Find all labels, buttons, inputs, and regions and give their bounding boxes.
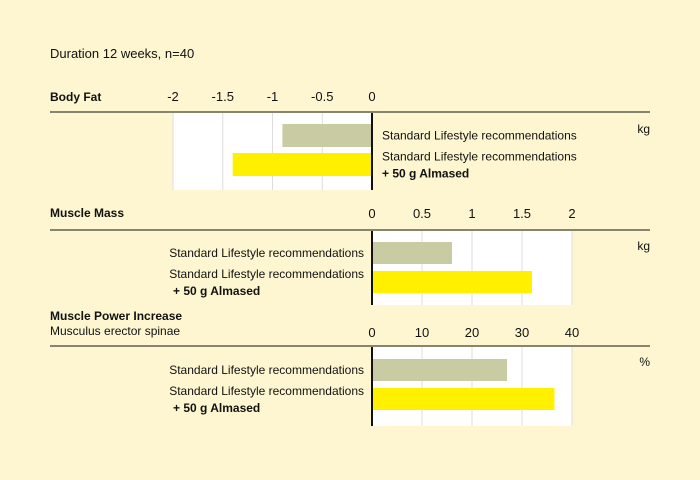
tick-label: 30 xyxy=(515,325,529,340)
category-label: Standard Lifestyle recommendations xyxy=(169,384,364,398)
tick-label: 0 xyxy=(368,206,375,221)
tick-label: 0.5 xyxy=(413,206,431,221)
tick-label: 1.5 xyxy=(513,206,531,221)
chart-title: Body Fat xyxy=(50,90,101,104)
unit-label: kg xyxy=(637,122,650,136)
unit-label: kg xyxy=(637,239,650,253)
tick-label: 2 xyxy=(568,206,575,221)
tick-label: -1.5 xyxy=(212,89,234,104)
bar-standard xyxy=(372,242,452,264)
bar-almased xyxy=(232,153,372,176)
category-label: Standard Lifestyle recommendations xyxy=(382,150,577,164)
category-label: Standard Lifestyle recommendations xyxy=(169,246,364,260)
tick-label: 0 xyxy=(368,325,375,340)
chart-title: Muscle Mass xyxy=(50,206,124,220)
chart-title: Muscle Power Increase xyxy=(50,309,182,323)
category-label-bold: + 50 g Almased xyxy=(173,284,260,298)
tick-label: 40 xyxy=(565,325,579,340)
category-label-bold: + 50 g Almased xyxy=(382,167,469,181)
chart-subtitle: Musculus erector spinae xyxy=(50,324,180,338)
tick-label: 10 xyxy=(415,325,429,340)
bar-standard xyxy=(282,124,372,147)
category-label: Standard Lifestyle recommendations xyxy=(169,363,364,377)
tick-label: 20 xyxy=(465,325,479,340)
tick-label: -1 xyxy=(267,89,279,104)
tick-label: 1 xyxy=(468,206,475,221)
category-label: Standard Lifestyle recommendations xyxy=(382,129,577,143)
category-label-bold: + 50 g Almased xyxy=(173,401,260,415)
bar-almased xyxy=(372,388,555,410)
tick-label: -0.5 xyxy=(311,89,333,104)
tick-label: -2 xyxy=(167,89,179,104)
bar-standard xyxy=(372,359,507,381)
unit-label: % xyxy=(639,355,650,369)
category-label: Standard Lifestyle recommendations xyxy=(169,267,364,281)
bar-almased xyxy=(372,271,532,293)
tick-label: 0 xyxy=(368,89,375,104)
duration-label: Duration 12 weeks, n=40 xyxy=(50,46,194,61)
